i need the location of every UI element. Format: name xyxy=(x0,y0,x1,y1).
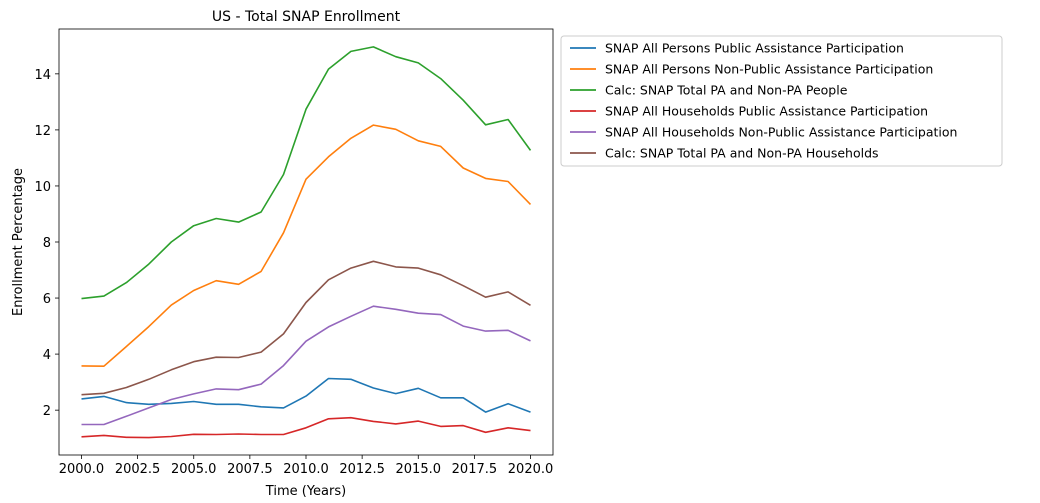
x-tick-label: 2015.0 xyxy=(396,462,442,477)
legend-label: SNAP All Households Public Assistance Pa… xyxy=(605,104,928,119)
y-tick-label: 14 xyxy=(34,68,51,83)
y-tick-label: 6 xyxy=(43,292,51,307)
series-lines xyxy=(81,46,532,439)
y-axis: 2 4 6 8 10 12 14 xyxy=(34,68,59,419)
plot-frame xyxy=(58,28,554,456)
series-line-6 xyxy=(81,260,531,396)
legend-label: Calc: SNAP Total PA and Non-PA Household… xyxy=(605,146,879,161)
y-tick-label: 2 xyxy=(43,404,51,419)
legend-label: Calc: SNAP Total PA and Non-PA People xyxy=(605,83,848,98)
x-tick-label: 2000.0 xyxy=(59,462,105,477)
legend-box xyxy=(560,35,1003,167)
y-tick-label: 12 xyxy=(34,124,51,139)
legend-items: SNAP All Persons Public Assistance Parti… xyxy=(570,41,957,161)
series-line-2 xyxy=(81,124,532,368)
legend-label: SNAP All Households Non-Public Assistanc… xyxy=(605,125,957,140)
chart-title: US - Total SNAP Enrollment xyxy=(212,9,401,25)
legend-label: SNAP All Persons Public Assistance Parti… xyxy=(605,41,904,56)
y-tick-label: 4 xyxy=(43,348,51,363)
x-tick-label: 2007.5 xyxy=(227,462,273,477)
x-tick-label: 2012.5 xyxy=(339,462,385,477)
x-tick-label: 2002.5 xyxy=(115,462,161,477)
legend-label: SNAP All Persons Non-Public Assistance P… xyxy=(605,62,933,77)
series-line-5 xyxy=(81,305,531,426)
x-tick-label: 2020.0 xyxy=(508,462,554,477)
series-line-3 xyxy=(81,46,532,300)
series-line-1 xyxy=(81,377,531,413)
series-line-4 xyxy=(81,416,531,439)
x-axis-label: Time (Years) xyxy=(265,484,346,499)
plot-area xyxy=(58,28,554,456)
legend: SNAP All Persons Public Assistance Parti… xyxy=(560,35,1003,167)
x-tick-label: 2017.5 xyxy=(452,462,498,477)
x-tick-label: 2005.0 xyxy=(171,462,217,477)
y-tick-label: 10 xyxy=(34,180,51,195)
y-axis-label: Enrollment Percentage xyxy=(11,168,26,316)
y-tick-label: 8 xyxy=(43,236,51,251)
x-axis: 2000.0 2002.5 2005.0 2007.5 2010.0 2012.5 2015… xyxy=(59,455,554,477)
x-tick-label: 2010.0 xyxy=(283,462,329,477)
